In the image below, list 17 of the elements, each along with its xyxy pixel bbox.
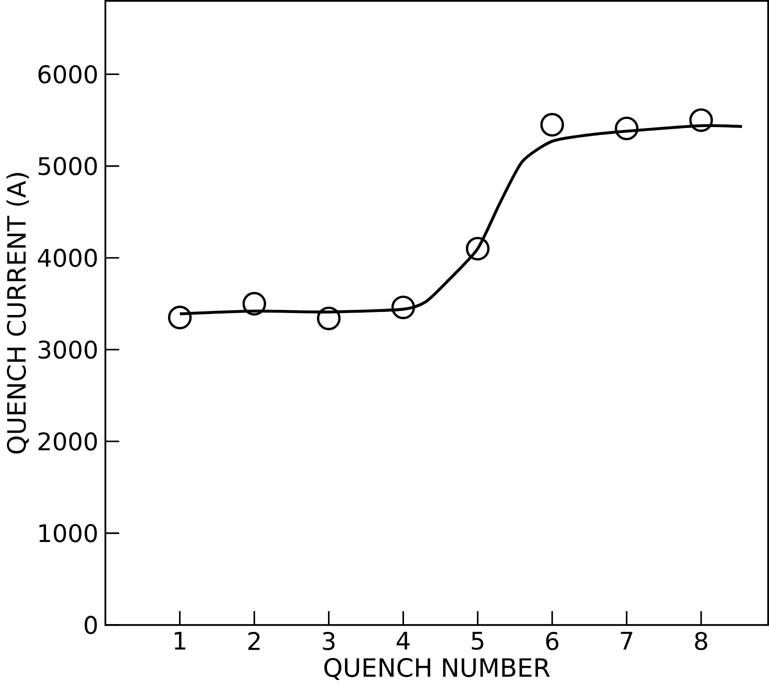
x-tick-label: 6: [546, 632, 558, 650]
y-axis-title: QUENCH CURRENT (A): [6, 172, 29, 454]
y-tick-label: 6000: [38, 64, 97, 84]
y-tick-label: 2000: [38, 432, 97, 450]
x-tick-label: 8: [695, 632, 708, 650]
y-tick-label: 4000: [38, 248, 97, 267]
x-tick-label: 7: [620, 632, 632, 650]
y-tick-label: 0: [84, 616, 97, 634]
x-tick-label: 3: [322, 632, 335, 650]
x-tick-label: 4: [396, 632, 410, 650]
y-tick-label: 5000: [38, 156, 97, 176]
y-tick-label: 1000: [39, 524, 97, 542]
x-tick-label: 1: [174, 632, 186, 650]
y-tick-label: 3000: [38, 340, 97, 359]
x-axis-title: QUENCH NUMBER: [324, 658, 550, 680]
x-tick-label: 2: [248, 632, 260, 650]
x-tick-label: 5: [472, 632, 484, 650]
